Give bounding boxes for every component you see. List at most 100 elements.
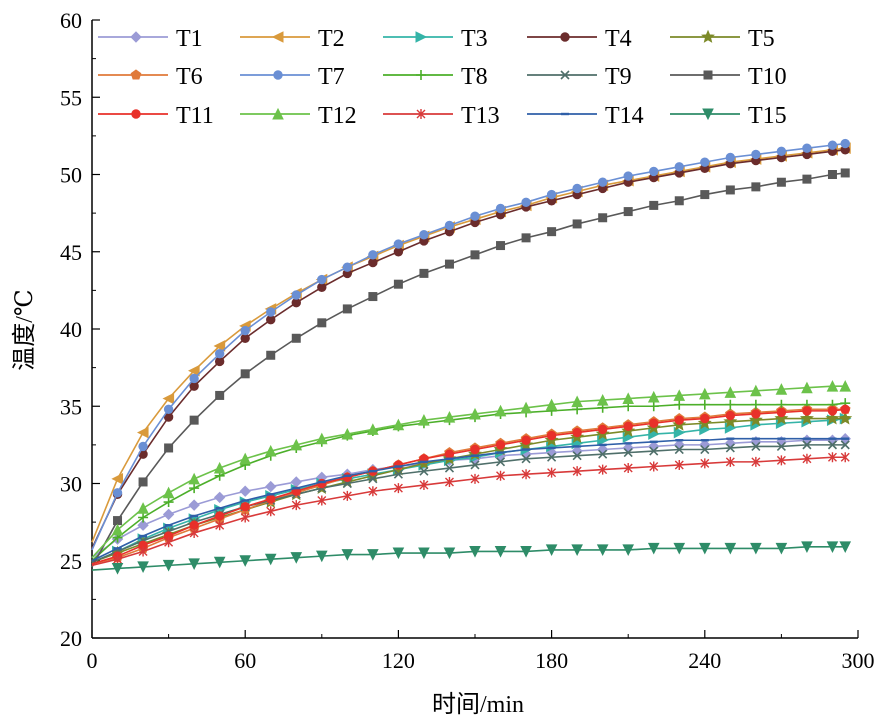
data-point-t10 [342, 304, 352, 314]
data-point-t7 [700, 157, 710, 167]
legend-marker-t1 [130, 31, 142, 43]
data-point-t4 [291, 298, 301, 308]
data-point-t11 [802, 406, 812, 416]
x-tick-label: 240 [688, 648, 721, 673]
data-point-t12 [775, 383, 788, 395]
data-point-t7 [597, 177, 608, 187]
data-point-t13 [266, 506, 276, 517]
data-point-t4 [266, 315, 276, 325]
data-point-t7 [649, 166, 659, 177]
data-point-t13 [598, 464, 608, 475]
data-point-t13 [419, 480, 429, 491]
data-point-t12 [622, 392, 635, 405]
data-point-t12 [469, 407, 481, 420]
data-point-t1 [265, 480, 277, 493]
data-point-t12 [162, 486, 175, 499]
data-point-t10 [470, 250, 480, 260]
data-point-t12 [367, 423, 379, 435]
data-point-t13 [470, 473, 480, 484]
data-point-t11 [674, 415, 684, 425]
data-point-t12 [545, 398, 558, 411]
data-point-t13 [776, 455, 786, 466]
data-point-t13 [215, 520, 225, 531]
data-point-t15 [137, 561, 149, 574]
data-point-t10 [700, 190, 710, 200]
data-point-t11 [214, 511, 225, 521]
data-point-t15 [162, 559, 175, 572]
data-point-t12 [315, 432, 328, 445]
legend-marker-t5 [701, 29, 715, 43]
data-point-t13 [725, 456, 735, 467]
series-t11 [91, 404, 850, 565]
data-point-t4 [240, 333, 250, 343]
data-point-t8 [163, 497, 174, 508]
data-point-t15 [290, 552, 303, 564]
legend-marker-t9 [560, 70, 570, 80]
data-point-t7 [138, 441, 148, 452]
data-point-t15 [724, 542, 737, 555]
data-point-t15 [520, 545, 532, 558]
legend-item-t12: T12 [240, 103, 357, 129]
legend-item-t3: T3 [383, 26, 488, 52]
data-point-t15 [775, 542, 788, 555]
data-point-t15 [443, 547, 456, 560]
data-point-t13 [393, 483, 403, 494]
data-point-t7 [189, 373, 199, 384]
data-point-t7 [368, 250, 378, 260]
data-point-t12 [673, 389, 686, 401]
data-point-t9 [598, 449, 608, 459]
legend-marker-t13 [416, 109, 426, 119]
data-point-t10 [419, 268, 429, 278]
data-point-t11 [776, 407, 787, 418]
y-axis-title: 温度/℃ [11, 289, 38, 371]
legend-label-t3: T3 [461, 26, 488, 52]
data-point-t15 [315, 550, 328, 563]
data-point-t10 [291, 333, 301, 343]
data-point-t7 [725, 152, 736, 163]
data-point-t12 [647, 390, 660, 403]
legend-marker-t10 [703, 70, 713, 80]
data-point-t9 [419, 466, 429, 476]
data-point-t10 [751, 182, 761, 192]
legend-marker-t12 [272, 107, 284, 120]
data-point-t13 [802, 453, 812, 464]
data-point-t15 [698, 542, 711, 555]
data-point-t5 [723, 414, 738, 428]
legend-label-t5: T5 [748, 26, 775, 52]
data-point-t12 [596, 393, 609, 406]
data-point-t13 [368, 486, 378, 497]
data-point-t9 [547, 452, 557, 462]
y-tick-label: 35 [60, 394, 82, 419]
data-point-t9 [674, 444, 684, 455]
data-point-t12 [239, 452, 252, 465]
data-point-t7 [546, 189, 557, 200]
data-point-t8 [699, 399, 710, 410]
data-point-t9 [751, 441, 761, 451]
legend-item-t1: T1 [98, 26, 203, 52]
legend-label-t11: T11 [176, 103, 214, 129]
data-point-t1 [162, 508, 175, 521]
data-point-t2 [162, 392, 175, 405]
data-point-t11 [597, 424, 608, 435]
data-point-t12 [826, 380, 839, 392]
data-point-t7 [495, 203, 506, 214]
data-point-t10 [368, 292, 378, 302]
data-point-t8 [138, 512, 149, 523]
data-point-t13 [444, 476, 454, 487]
data-point-t12 [137, 502, 149, 514]
data-point-t15 [239, 555, 252, 567]
legend-item-t2: T2 [240, 26, 345, 52]
legend-marker-t15 [702, 108, 714, 121]
data-point-t15 [647, 542, 660, 555]
data-point-t2 [111, 473, 124, 485]
legend-marker-t4 [560, 32, 570, 42]
y-tick-label: 45 [60, 240, 82, 265]
data-point-t8 [725, 399, 736, 410]
data-point-t12 [750, 384, 762, 397]
data-point-t9 [827, 440, 838, 450]
y-tick-label: 60 [60, 8, 82, 33]
data-point-t9 [623, 448, 633, 458]
data-point-t9 [470, 460, 480, 470]
y-tick-label: 20 [60, 626, 82, 651]
